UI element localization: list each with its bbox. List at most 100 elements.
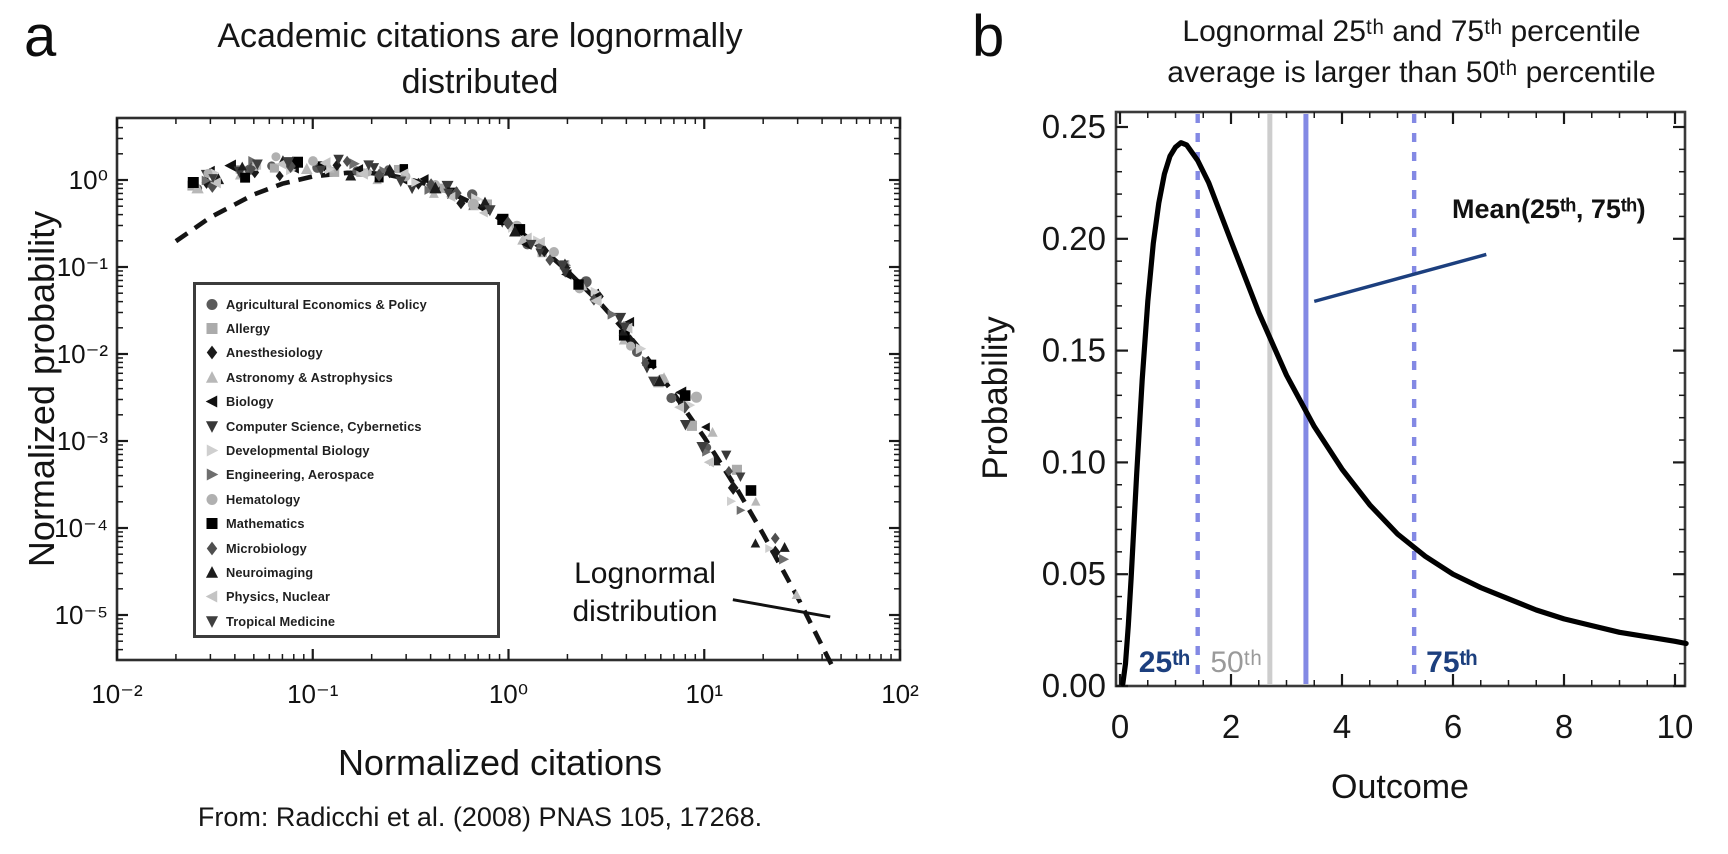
legend-item-label: Mathematics — [226, 516, 305, 532]
scatter-point — [224, 159, 236, 172]
scatter-point — [497, 213, 509, 225]
scatter-point — [276, 158, 287, 170]
legend-item: Mathematics — [204, 512, 491, 536]
legend-triangle-left-icon — [205, 395, 218, 408]
legend-triangle-right-glyph — [206, 444, 219, 457]
legend-triangle-up-icon — [205, 566, 219, 578]
legend-triangle-right-glyph — [206, 468, 219, 481]
scatter-point — [607, 309, 618, 320]
scatter-point — [319, 157, 331, 169]
percentile-label: 75ᵗʰ — [1426, 646, 1477, 679]
scatter-point — [702, 447, 711, 457]
legend-triangle-left-glyph — [205, 590, 218, 603]
panel-a-legend: Agricultural Economics & Policy Allergy An… — [193, 282, 500, 638]
scatter-point — [275, 170, 284, 182]
scatter-point — [383, 163, 396, 176]
panel-b-x-tick-label: 6 — [1444, 708, 1462, 745]
scatter-point — [727, 496, 737, 507]
legend-diamond-glyph — [206, 346, 218, 360]
panel-a-y-tick-label: 10⁻² — [57, 339, 109, 369]
panel-a-y-axis-label: Normalized probability — [21, 210, 62, 568]
legend-triangle-down-glyph — [205, 616, 219, 628]
scatter-point — [696, 441, 709, 454]
legend-item: Computer Science, Cybernetics — [204, 414, 491, 438]
scatter-point — [395, 176, 407, 188]
scatter-point — [363, 160, 375, 171]
scatter-point — [300, 162, 313, 175]
percentile-label: 25ᵗʰ — [1139, 646, 1190, 679]
legend-item-label: Tropical Medicine — [226, 613, 336, 629]
panel-b-label: b — [972, 4, 1005, 69]
panel-a-source-citation: From: Radicchi et al. (2008) PNAS 105, 1… — [197, 802, 763, 832]
scatter-point — [779, 553, 790, 565]
scatter-point — [731, 464, 742, 475]
scatter-point — [707, 426, 718, 437]
scatter-point — [439, 183, 449, 193]
scatter-point — [727, 480, 739, 495]
legend-item-label: Hematology — [226, 491, 301, 507]
scatter-point — [619, 322, 631, 333]
legend-diamond-icon — [206, 541, 218, 555]
scatter-point — [445, 191, 456, 202]
legend-item-label: Agricultural Economics & Policy — [226, 296, 427, 312]
scatter-point — [349, 158, 360, 170]
legend-item: Physics, Nuclear — [204, 585, 491, 609]
legend-item-label: Neuroimaging — [226, 564, 314, 580]
panel-a-title: Academic citations are lognormally distr… — [217, 17, 743, 101]
panel-a-x-tick-label: 10² — [881, 679, 919, 709]
scatter-point — [535, 236, 545, 247]
legend-circle-glyph — [206, 298, 218, 310]
legend-item-label: Physics, Nuclear — [226, 589, 331, 605]
legend-item-label: Anesthesiology — [226, 345, 323, 361]
scatter-point — [686, 420, 697, 431]
scatter-point — [443, 188, 454, 199]
scatter-point — [666, 393, 677, 404]
legend-item-label: Biology — [226, 394, 274, 410]
scatter-point — [201, 175, 212, 186]
legend-circle-icon — [206, 493, 218, 505]
scatter-point — [317, 161, 327, 170]
scatter-point — [625, 334, 636, 347]
scatter-point — [679, 419, 691, 431]
percentile-label: 50ᵗʰ — [1210, 646, 1261, 679]
panel-b-x-tick-label: 0 — [1111, 708, 1129, 745]
scatter-point — [653, 374, 666, 387]
scatter-point — [478, 208, 488, 218]
scatter-point — [635, 343, 647, 355]
lognormal-distribution-annotation: Lognormal distribution — [572, 557, 718, 628]
panel-b-y-tick-label: 0.00 — [1042, 667, 1106, 704]
scatter-point — [590, 286, 601, 297]
scatter-point — [525, 239, 537, 251]
panel-b-y-tick-label: 0.10 — [1042, 443, 1106, 480]
mean-annotation: Mean(25ᵗʰ, 75ᵗʰ) — [1452, 194, 1646, 224]
panel-b-y-tick-label: 0.15 — [1042, 332, 1106, 369]
scatter-point — [750, 538, 761, 548]
legend-triangle-down-icon — [205, 616, 219, 628]
legend-item-label: Astronomy & Astrophysics — [226, 369, 393, 385]
panel-a-label: a — [24, 4, 57, 69]
scatter-point — [282, 157, 295, 169]
scatter-point — [187, 177, 199, 188]
scatter-point — [770, 545, 781, 560]
scatter-point — [647, 359, 657, 369]
panel-a-x-tick-label: 10¹ — [685, 679, 723, 709]
panel-a-y-tick-label: 10⁻⁴ — [54, 513, 108, 543]
legend-triangle-up-icon — [205, 371, 219, 383]
legend-item-label: Computer Science, Cybernetics — [226, 418, 422, 434]
scatter-point — [641, 357, 650, 369]
scatter-point — [393, 164, 403, 174]
mean-annotation-pointer-line — [1313, 252, 1487, 304]
legend-item: Biology — [204, 390, 491, 414]
scatter-point — [618, 326, 628, 336]
scatter-point — [399, 168, 409, 178]
scatter-point — [736, 505, 746, 515]
scatter-point — [357, 168, 368, 180]
scatter-point — [765, 544, 774, 554]
legend-item: Developmental Biology — [204, 438, 491, 462]
scatter-point — [701, 422, 710, 432]
panel-b-y-tick-label: 0.25 — [1042, 108, 1106, 145]
scatter-point — [513, 224, 526, 236]
legend-item: Anesthesiology — [204, 341, 491, 365]
scatter-point — [539, 244, 550, 258]
